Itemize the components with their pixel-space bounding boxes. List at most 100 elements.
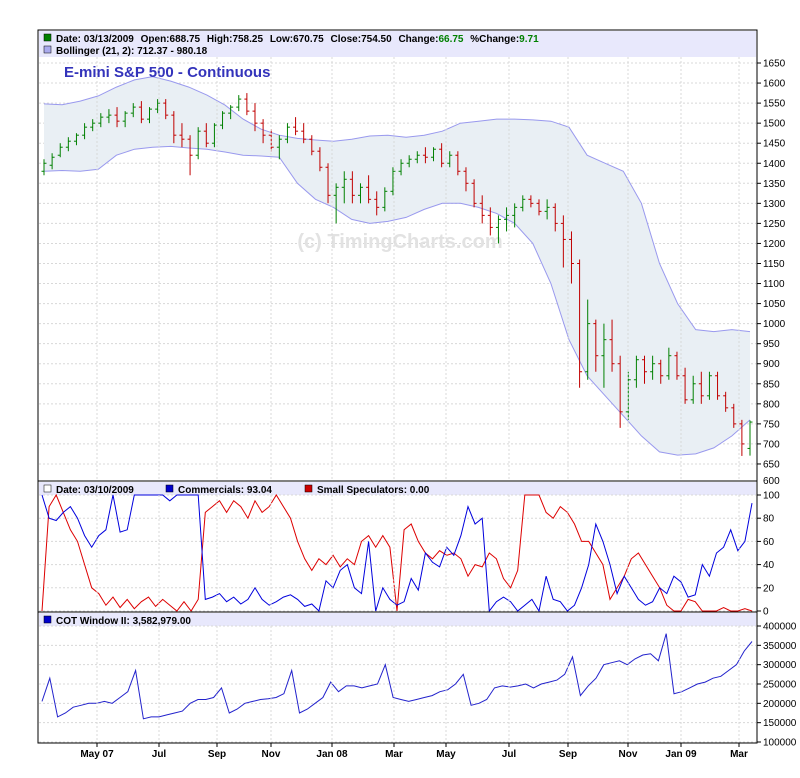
ohlc-bar — [382, 187, 388, 212]
legend-cot-window: COT Window II: 3,582,979.00 — [56, 616, 191, 627]
ohlc-bar — [49, 153, 55, 170]
ohlc-bar — [698, 371, 704, 404]
price-y-tick-label: 1000 — [763, 319, 786, 330]
price-header-bg — [39, 31, 756, 57]
ohlc-bar — [284, 123, 290, 144]
legend-small-speculators: Small Speculators: 0.00 — [317, 485, 430, 496]
cot-window-panel: 100000 150000 200000 250000 300000 350000 4000… — [37, 611, 797, 749]
cotw-header-bg — [39, 613, 756, 626]
ohlc-bar — [723, 391, 729, 412]
price-y-tick-label: 800 — [763, 399, 780, 410]
ohlc-bars — [41, 93, 753, 456]
ohlc-bar — [146, 107, 152, 124]
ohlc-bar — [577, 259, 583, 388]
ohlc-bar — [715, 371, 721, 400]
cot-y-tick-label: 60 — [763, 537, 775, 548]
chart-title: E-mini S&P 500 - Continuous — [64, 64, 270, 81]
ohlc-bar — [309, 135, 315, 156]
cot-y-tick-label: 40 — [763, 560, 775, 571]
svg-text:Date: 03/13/2009 Open:68: Date: 03/13/2009 Open:688.75 High:758.25… — [56, 34, 539, 45]
price-y-tick-label: 1050 — [763, 299, 786, 310]
price-y-tick-label: 1500 — [763, 119, 786, 130]
ohlc-bar — [520, 195, 526, 212]
cot-window-line — [41, 633, 753, 720]
header-pct-change-label: %Change: — [470, 34, 519, 45]
ohlc-bar — [114, 107, 120, 128]
legend-swatch-commercials — [165, 484, 174, 493]
cot-y-tick-label: 80 — [763, 514, 775, 525]
header-change-value: 66.75 — [438, 34, 463, 45]
cotw-y-tick-label: 150000 — [763, 718, 797, 729]
ohlc-bar — [406, 155, 412, 168]
ohlc-bar — [106, 109, 112, 124]
cotw-y-tick-label: 400000 — [763, 622, 797, 633]
header-date: Date: 03/13/2009 — [56, 34, 134, 45]
x-tick-label: May — [436, 749, 456, 760]
cot-grid — [39, 494, 756, 612]
watermark: (c) TimingCharts.com — [297, 231, 502, 253]
x-tick-label: Nov — [262, 749, 281, 760]
bollinger-band-fill — [44, 76, 750, 456]
ohlc-bar — [276, 135, 282, 160]
ohlc-bar — [341, 171, 347, 204]
ohlc-bar — [57, 143, 63, 158]
price-y-tick-label: 750 — [763, 419, 780, 430]
header-close: Close:754.50 — [331, 34, 393, 45]
commercials-line — [41, 494, 753, 613]
ohlc-bar — [455, 151, 461, 176]
cot-y-tick-label: 20 — [763, 583, 775, 594]
x-tick-label: Mar — [385, 749, 403, 760]
price-y-tick-label: 1450 — [763, 139, 786, 150]
header-open: Open:688.75 — [141, 34, 201, 45]
ohlc-bar — [325, 163, 331, 204]
cotw-grid — [39, 625, 756, 743]
ohlc-bar — [666, 347, 672, 380]
price-y-tick-label: 1350 — [763, 179, 786, 190]
legend-swatch-cot-date — [43, 484, 52, 493]
x-tick-label: Sep — [559, 749, 577, 760]
ohlc-bar — [65, 137, 71, 152]
ohlc-bar — [731, 403, 737, 428]
ohlc-bar — [447, 151, 453, 168]
ohlc-bar — [568, 231, 574, 284]
cotw-y-tick-label: 250000 — [763, 680, 797, 691]
cot-header-bg — [39, 482, 756, 495]
ohlc-bar — [495, 215, 501, 244]
ohlc-bar — [682, 367, 688, 404]
ohlc-bar — [414, 151, 420, 164]
price-y-tick-label: 1600 — [763, 79, 786, 90]
ohlc-bar — [357, 183, 363, 204]
ohlc-bar — [171, 111, 177, 144]
ohlc-bar — [228, 105, 234, 120]
ohlc-bar — [333, 183, 339, 224]
ohlc-bar — [625, 371, 631, 420]
legend-swatch-bollinger — [43, 45, 52, 54]
ohlc-bar — [487, 207, 493, 236]
small-speculators-line — [41, 493, 753, 612]
ohlc-bar — [260, 119, 266, 144]
x-tick-label: Mar — [730, 749, 748, 760]
ohlc-bar — [268, 129, 274, 152]
ohlc-bar — [463, 167, 469, 192]
cot-panel: 0 20 40 60 80 100 600 Date: 03/10/2009 Commerc… — [37, 476, 780, 618]
ohlc-bar — [536, 199, 542, 216]
price-y-tick-label: 1650 — [763, 59, 786, 70]
ohlc-bar — [658, 359, 664, 384]
ohlc-bar — [439, 143, 445, 168]
cot-y-axis: 0 20 40 60 80 100 600 — [757, 476, 780, 618]
legend-swatch-price — [43, 33, 52, 42]
ohlc-bar — [73, 133, 79, 146]
header-bollinger: Bollinger (21, 2): 712.37 - 980.18 — [56, 46, 208, 57]
price-y-tick-label: 1200 — [763, 239, 786, 250]
ohlc-bar — [179, 123, 185, 148]
ohlc-bar — [585, 299, 591, 380]
price-y-tick-label: 1100 — [763, 279, 785, 290]
x-tick-label: Jul — [502, 749, 517, 760]
price-y-tick-label: 900 — [763, 359, 780, 370]
ohlc-bar — [633, 355, 639, 388]
ohlc-bar — [593, 319, 599, 372]
ohlc-bar — [422, 147, 428, 164]
legend-commercials: Commercials: 93.04 — [178, 485, 272, 496]
price-y-tick-label: 1250 — [763, 219, 786, 230]
